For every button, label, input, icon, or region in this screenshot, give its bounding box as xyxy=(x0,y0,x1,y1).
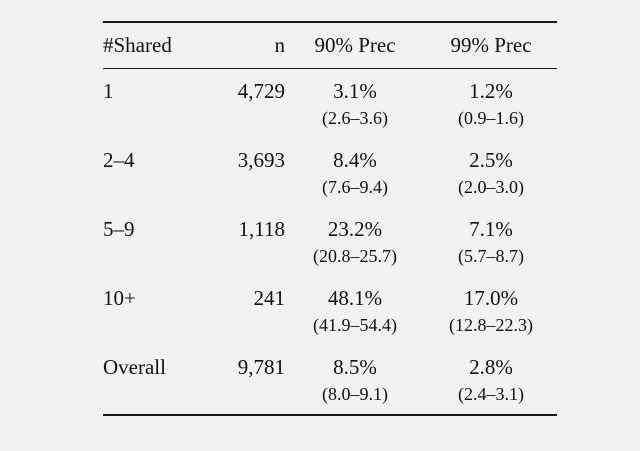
cell-prec90: 8.4% xyxy=(333,148,377,172)
cell-prec90-group: 8.5% (8.0–9.1) xyxy=(285,353,425,408)
precision-table: #Shared n 90% Prec 99% Prec 1 4,729 3.1%… xyxy=(103,21,557,416)
table-header-rule xyxy=(103,68,557,69)
cell-shared: 2–4 xyxy=(103,148,135,172)
table-bottom-rule xyxy=(103,414,557,416)
cell-prec99-ci: (5.7–8.7) xyxy=(458,246,524,266)
cell-prec90-group: 8.4% (7.6–9.4) xyxy=(285,146,425,201)
cell-n: 241 xyxy=(253,286,286,310)
cell-n: 9,781 xyxy=(237,355,285,379)
table-row: 5–9 1,118 23.2% (20.8–25.7) 7.1% (5.7–8.… xyxy=(103,207,557,276)
cell-prec90-ci: (7.6–9.4) xyxy=(322,177,388,197)
cell-n: 3,693 xyxy=(237,148,285,172)
cell-prec99-group: 7.1% (5.7–8.7) xyxy=(425,215,557,270)
cell-n: 1,118 xyxy=(238,217,285,241)
cell-n: 4,729 xyxy=(237,79,285,103)
table-row: 1 4,729 3.1% (2.6–3.6) 1.2% (0.9–1.6) xyxy=(103,69,557,138)
cell-prec99-group: 17.0% (12.8–22.3) xyxy=(425,284,557,339)
table-top-rule xyxy=(103,21,557,23)
cell-prec99: 2.8% xyxy=(469,355,513,379)
cell-prec90-ci: (8.0–9.1) xyxy=(322,384,388,404)
cell-prec99-ci: (0.9–1.6) xyxy=(458,108,524,128)
cell-prec90-ci: (20.8–25.7) xyxy=(313,246,397,266)
cell-prec90: 3.1% xyxy=(333,79,377,103)
cell-shared: 5–9 xyxy=(103,217,135,241)
table-row: 10+ 241 48.1% (41.9–54.4) 17.0% (12.8–22… xyxy=(103,276,557,345)
cell-prec99: 17.0% xyxy=(463,286,519,310)
cell-prec90-ci: (2.6–3.6) xyxy=(322,108,388,128)
column-header-n: n xyxy=(274,33,286,57)
cell-shared: 1 xyxy=(103,79,114,103)
table-header-row: #Shared n 90% Prec 99% Prec xyxy=(103,23,557,68)
cell-prec99-group: 1.2% (0.9–1.6) xyxy=(425,77,557,132)
table-row-overall: Overall 9,781 8.5% (8.0–9.1) 2.8% (2.4–3… xyxy=(103,345,557,414)
cell-prec99: 2.5% xyxy=(469,148,513,172)
cell-prec99-ci: (2.0–3.0) xyxy=(458,177,524,197)
cell-prec99-group: 2.5% (2.0–3.0) xyxy=(425,146,557,201)
cell-prec90: 8.5% xyxy=(333,355,377,379)
cell-prec99: 1.2% xyxy=(469,79,513,103)
column-header-prec99: 99% Prec xyxy=(450,33,532,57)
cell-prec90: 23.2% xyxy=(327,217,383,241)
cell-prec99-ci: (2.4–3.1) xyxy=(458,384,524,404)
cell-prec99-group: 2.8% (2.4–3.1) xyxy=(425,353,557,408)
cell-prec90-group: 23.2% (20.8–25.7) xyxy=(285,215,425,270)
cell-prec99: 7.1% xyxy=(469,217,513,241)
column-header-shared: #Shared xyxy=(103,33,172,57)
cell-prec90-group: 3.1% (2.6–3.6) xyxy=(285,77,425,132)
cell-prec90-group: 48.1% (41.9–54.4) xyxy=(285,284,425,339)
cell-prec99-ci: (12.8–22.3) xyxy=(449,315,533,335)
column-header-prec90: 90% Prec xyxy=(314,33,396,57)
table-row: 2–4 3,693 8.4% (7.6–9.4) 2.5% (2.0–3.0) xyxy=(103,138,557,207)
cell-prec90: 48.1% xyxy=(327,286,383,310)
cell-shared: Overall xyxy=(103,355,166,379)
cell-prec90-ci: (41.9–54.4) xyxy=(313,315,397,335)
cell-shared: 10+ xyxy=(103,286,136,310)
